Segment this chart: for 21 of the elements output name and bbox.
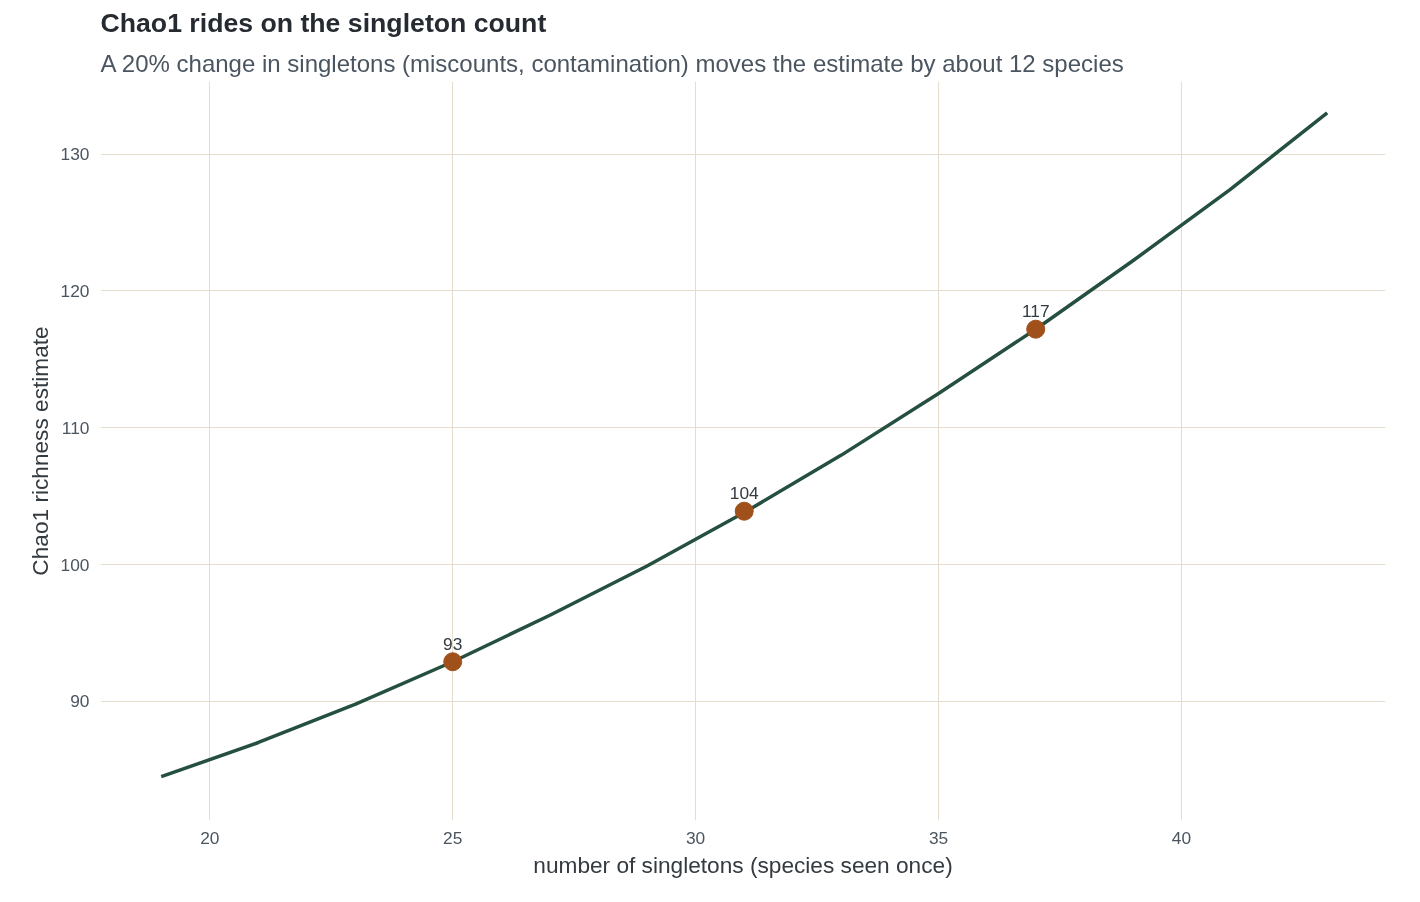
y-tick-label: 90 [70, 691, 90, 712]
chart-title: Chao1 rides on the singleton count [100, 7, 547, 38]
point [734, 501, 754, 521]
x-tick-label: 20 [200, 827, 220, 848]
line-series [159, 111, 1329, 779]
data-label: 104 [729, 483, 760, 504]
x-tick-label: 25 [443, 827, 463, 848]
y-tick-label: 110 [61, 417, 90, 438]
y-tick-label: 120 [60, 280, 90, 301]
y-tick-label: 100 [60, 554, 90, 575]
y-axis-title: Chao1 richness estimate [26, 326, 53, 576]
x-tick-label: 35 [928, 827, 949, 848]
data-label: 93 [443, 633, 463, 654]
x-tick-label: 30 [686, 827, 706, 848]
x-axis-title: number of singletons (species seen once) [533, 851, 953, 878]
point [443, 652, 463, 672]
chart-subtitle: A 20% change in singletons (miscounts, contamination) moves the estimate by about 12 species [100, 49, 1124, 77]
y-tick-label: 130 [60, 144, 90, 165]
x-tick-label: 40 [1171, 827, 1192, 848]
data-label: 117 [1021, 301, 1050, 322]
point [1026, 319, 1046, 339]
